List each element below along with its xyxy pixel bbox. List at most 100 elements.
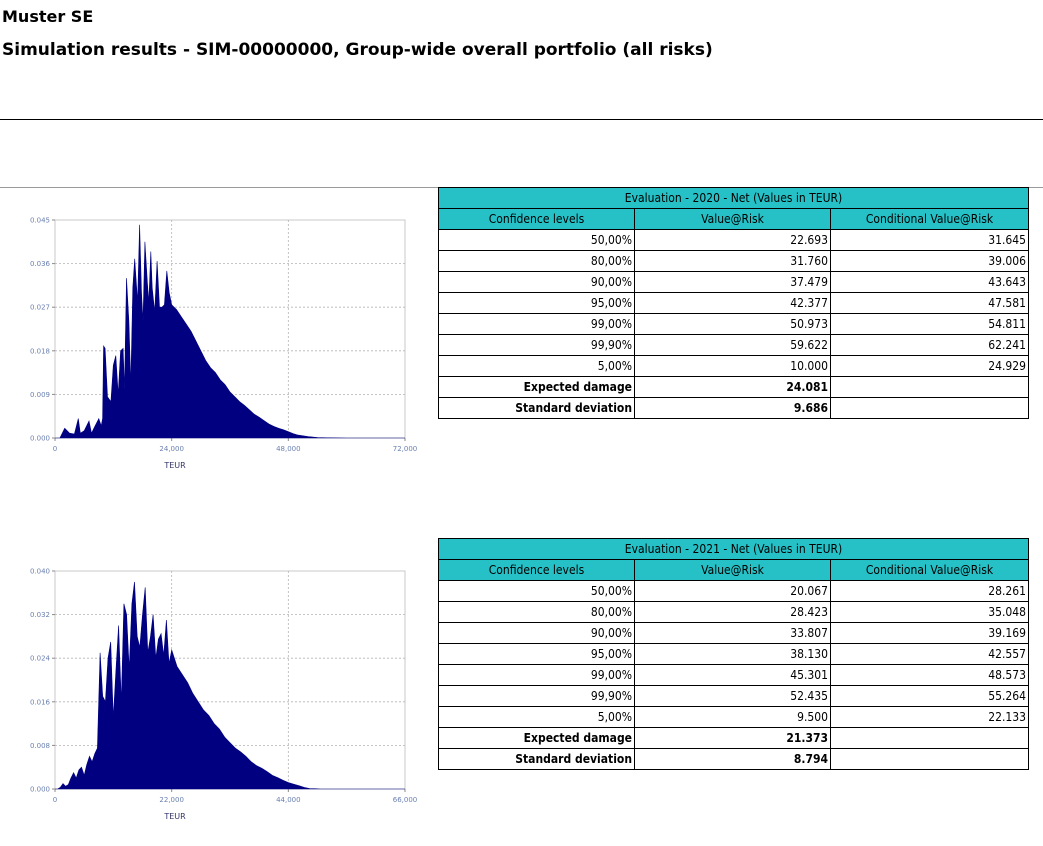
table-cell: 42.557 (829, 643, 1030, 665)
empty-cell (829, 376, 1030, 398)
table-header-row: Confidence levels Value@Risk Conditional V… (438, 208, 1030, 230)
column-header: Conditional Value@Risk (829, 208, 1030, 230)
table-row: 5,00% 9.500 22.133 (438, 706, 1030, 728)
y-tick-label: 0.000 (30, 435, 50, 443)
table-cell: 95,00% (438, 643, 635, 665)
x-tick-label: 0 (53, 445, 57, 453)
table-row: 95,00% 38.130 42.557 (438, 643, 1030, 665)
summary-value: 21.373 (634, 727, 831, 749)
table-cell: 59.622 (634, 334, 831, 356)
table-row: 99,90% 52.435 55.264 (438, 685, 1030, 707)
evaluation-table-2021: Evaluation - 2021 - Net (Values in TEUR)… (437, 538, 1030, 770)
y-tick-label: 0.008 (30, 742, 50, 750)
chart-svg: 0.000 0.009 0.018 0.027 0.036 0.045 0 24,000 48,… (30, 217, 418, 471)
y-tick-label: 0.045 (30, 217, 50, 225)
table-cell: 42.377 (634, 292, 831, 314)
distribution-chart-2021: 0.000 0.008 0.016 0.024 0.032 0.040 0 22,000 44,… (0, 556, 430, 846)
table-cell: 28.261 (829, 580, 1030, 602)
table-row: 99,00% 50.973 54.811 (438, 313, 1030, 335)
summary-label: Standard deviation (438, 397, 635, 419)
table-row: 80,00% 31.760 39.006 (438, 250, 1030, 272)
table-cell: 39.006 (829, 250, 1030, 272)
table-cell: 5,00% (438, 355, 635, 377)
density-area-series (55, 581, 405, 790)
column-header: Confidence levels (438, 559, 635, 581)
summary-label: Expected damage (438, 376, 635, 398)
empty-cell (829, 748, 1030, 770)
y-tick-label: 0.009 (30, 391, 50, 399)
table-cell: 5,00% (438, 706, 635, 728)
table-cell: 90,00% (438, 271, 635, 293)
table-row: 50,00% 20.067 28.261 (438, 580, 1030, 602)
standard-deviation-row: Standard deviation 8.794 (438, 748, 1030, 770)
table-cell: 54.811 (829, 313, 1030, 335)
table-cell: 31.760 (634, 250, 831, 272)
y-tick-label: 0.032 (30, 611, 50, 619)
table-row: 90,00% 33.807 39.169 (438, 622, 1030, 644)
table-cell: 45.301 (634, 664, 831, 686)
x-axis-label: TEUR (163, 461, 186, 470)
table-cell: 48.573 (829, 664, 1030, 686)
table-cell: 80,00% (438, 601, 635, 623)
column-header: Conditional Value@Risk (829, 559, 1030, 581)
x-tick-label: 66,000 (393, 796, 418, 804)
x-tick-label: 22,000 (159, 796, 184, 804)
summary-label: Standard deviation (438, 748, 635, 770)
table-row: 80,00% 28.423 35.048 (438, 601, 1030, 623)
company-name: Muster SE (2, 7, 94, 26)
table-cell: 95,00% (438, 292, 635, 314)
table-cell: 90,00% (438, 622, 635, 644)
table-cell: 99,90% (438, 685, 635, 707)
summary-label: Expected damage (438, 727, 635, 749)
table-cell: 62.241 (829, 334, 1030, 356)
column-header: Confidence levels (438, 208, 635, 230)
y-tick-label: 0.000 (30, 786, 50, 794)
header-divider (0, 119, 1043, 120)
x-tick-label: 72,000 (393, 445, 418, 453)
table-cell: 22.693 (634, 229, 831, 251)
table-row: 99,90% 59.622 62.241 (438, 334, 1030, 356)
x-tick-label: 0 (53, 796, 57, 804)
table-header-row: Confidence levels Value@Risk Conditional V… (438, 559, 1030, 581)
y-tick-label: 0.016 (30, 698, 51, 706)
table-cell: 99,90% (438, 334, 635, 356)
report-title: Simulation results - SIM-00000000, Group… (2, 40, 713, 60)
table-cell: 33.807 (634, 622, 831, 644)
standard-deviation-row: Standard deviation 9.686 (438, 397, 1030, 419)
table-cell: 35.048 (829, 601, 1030, 623)
table-cell: 39.169 (829, 622, 1030, 644)
y-tick-label: 0.040 (30, 568, 50, 576)
table-cell: 55.264 (829, 685, 1030, 707)
expected-damage-row: Expected damage 21.373 (438, 727, 1030, 749)
table-row: 90,00% 37.479 43.643 (438, 271, 1030, 293)
table-row: 50,00% 22.693 31.645 (438, 229, 1030, 251)
y-tick-label: 0.036 (30, 260, 51, 268)
table-cell: 50.973 (634, 313, 831, 335)
table-cell: 31.645 (829, 229, 1030, 251)
summary-value: 8.794 (634, 748, 831, 770)
table-cell: 20.067 (634, 580, 831, 602)
table-cell: 52.435 (634, 685, 831, 707)
table-caption: Evaluation - 2021 - Net (Values in TEUR) (437, 538, 1030, 560)
table-cell: 47.581 (829, 292, 1030, 314)
y-tick-label: 0.018 (30, 347, 50, 355)
x-axis-label: TEUR (163, 812, 186, 821)
table-cell: 99,00% (438, 313, 635, 335)
empty-cell (829, 727, 1030, 749)
empty-cell (829, 397, 1030, 419)
table-cell: 37.479 (634, 271, 831, 293)
table-cell: 99,00% (438, 664, 635, 686)
x-tick-label: 24,000 (159, 445, 184, 453)
table-cell: 9.500 (634, 706, 831, 728)
column-header: Value@Risk (634, 208, 831, 230)
table-caption: Evaluation - 2020 - Net (Values in TEUR) (437, 187, 1030, 209)
table-cell: 24.929 (829, 355, 1030, 377)
table-caption-row: Evaluation - 2020 - Net (Values in TEUR) (437, 187, 1030, 209)
table-row: 95,00% 42.377 47.581 (438, 292, 1030, 314)
table-row: 5,00% 10.000 24.929 (438, 355, 1030, 377)
x-tick-label: 48,000 (276, 445, 301, 453)
table-cell: 28.423 (634, 601, 831, 623)
expected-damage-row: Expected damage 24.081 (438, 376, 1030, 398)
distribution-chart-2020: 0.000 0.009 0.018 0.027 0.036 0.045 0 24,000 48,… (0, 205, 430, 495)
summary-value: 24.081 (634, 376, 831, 398)
